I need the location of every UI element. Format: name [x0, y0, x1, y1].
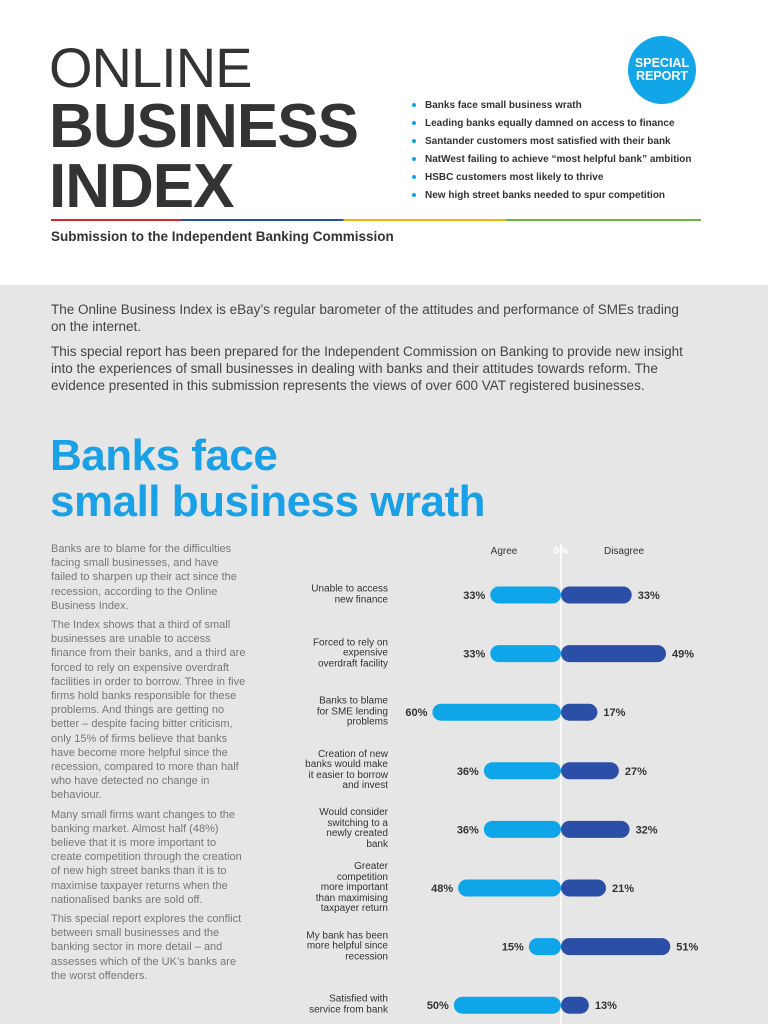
bullet: New high street banks needed to spur com… — [412, 189, 692, 207]
value-label: 27% — [625, 766, 647, 778]
category-label: Creation of new banks would make it easi… — [305, 748, 388, 792]
category-label: Forced to rely on expensive overdraft fa… — [312, 636, 388, 669]
value-label: 36% — [457, 766, 479, 778]
category-label: Banks to blame for SME lending problems — [316, 695, 388, 728]
tick-label: 0% — [554, 546, 569, 557]
badge-text: SPECIAL — [634, 56, 690, 70]
value-label: 51% — [676, 942, 698, 954]
title-line: INDEX — [49, 152, 234, 221]
body-text: Banks are to blame for the difficulties … — [51, 542, 247, 988]
color-rule — [51, 219, 701, 221]
bar — [483, 762, 561, 780]
value-label: 33% — [463, 590, 485, 602]
value-label: 49% — [672, 649, 694, 661]
value-label: 50% — [427, 1000, 449, 1012]
bar — [453, 996, 561, 1014]
value-label: 32% — [636, 824, 658, 836]
bullet: NatWest failing to achieve “most helpful… — [412, 153, 692, 171]
value-label: 33% — [638, 590, 660, 602]
bar — [561, 996, 589, 1014]
legend-label: Agree — [491, 546, 518, 557]
bullet: Santander customers most satisfied with … — [412, 135, 692, 153]
headline-line: Banks face — [50, 431, 278, 480]
headline-line: small business wrath — [50, 477, 486, 526]
chart: 0% Agree Disagree 33% 33% 33% 49% 60% 17% 36% 27% 3… — [405, 544, 699, 1024]
category-label: Unable to access new finance — [311, 583, 388, 605]
headline: Banks face small business wrath — [50, 431, 486, 526]
subtitle: Submission to the Independent Banking Co… — [51, 229, 394, 244]
bullet: Banks face small business wrath — [412, 99, 692, 117]
bar — [528, 938, 561, 956]
paragraph: This special report explores the conflic… — [51, 913, 242, 982]
value-label: 36% — [457, 824, 479, 836]
bar — [561, 645, 666, 663]
bar — [483, 820, 561, 838]
paragraph: Banks are to blame for the difficulties … — [51, 543, 237, 612]
title-line: BUSINESS — [49, 92, 359, 161]
paragraph: The Index shows that a third of small bu… — [51, 619, 246, 802]
bar — [490, 645, 561, 663]
paragraph: Many small firms want changes to the ban… — [51, 808, 242, 906]
bullet-list: Banks face small business wrath Leading b… — [412, 99, 692, 207]
bar — [561, 938, 671, 956]
bar — [432, 703, 561, 721]
intro: The Online Business Index is eBay’s regu… — [51, 301, 691, 402]
bar — [490, 586, 561, 604]
bar — [561, 762, 619, 780]
paragraph: This special report has been prepared fo… — [51, 344, 683, 393]
bullet: HSBC customers most likely to thrive — [412, 171, 692, 189]
bar — [561, 820, 630, 838]
category-label: Satisfied with service from bank — [309, 993, 388, 1016]
paragraph: The Online Business Index is eBay’s regu… — [51, 302, 679, 334]
badge: SPECIAL REPORT — [628, 36, 696, 104]
value-label: 17% — [603, 707, 625, 719]
category-label: Greater competition more important than … — [315, 860, 388, 914]
bar — [561, 703, 598, 721]
value-label: 48% — [431, 883, 453, 895]
value-label: 21% — [612, 883, 634, 895]
bar — [561, 879, 606, 897]
bullet: Leading banks equally damned on access t… — [412, 117, 692, 135]
title-line: ONLINE — [49, 36, 252, 99]
category-label: Would consider switching to a newly crea… — [319, 807, 388, 850]
bar — [458, 879, 561, 897]
value-label: 33% — [463, 649, 485, 661]
value-label: 15% — [502, 942, 524, 954]
category-label: My bank has been more helpful since rece… — [306, 929, 388, 962]
legend-label: Disagree — [604, 546, 644, 557]
bar — [561, 586, 632, 604]
badge-text: REPORT — [635, 69, 689, 83]
value-label: 60% — [405, 707, 427, 719]
value-label: 13% — [595, 1000, 617, 1012]
